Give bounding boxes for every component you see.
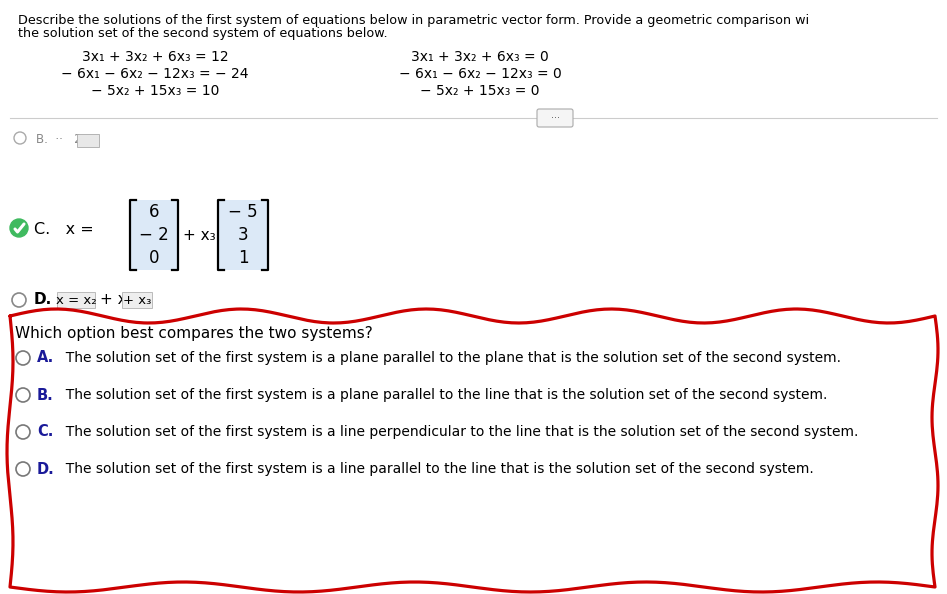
Text: x = x₂: x = x₂: [56, 293, 97, 307]
Text: − 5: − 5: [228, 203, 258, 220]
Text: The solution set of the first system is a line perpendicular to the line that is: The solution set of the first system is …: [57, 425, 858, 439]
Text: Describe the solutions of the first system of equations below in parametric vect: Describe the solutions of the first syst…: [18, 14, 809, 27]
Text: ···: ···: [550, 113, 560, 123]
Text: + x₃: + x₃: [100, 292, 133, 308]
Text: + x₃: + x₃: [183, 228, 216, 242]
Text: B.  ··   2: B. ·· 2: [36, 133, 81, 146]
Text: B.: B.: [37, 387, 54, 403]
Text: − 5x₂ + 15x₃ = 10: − 5x₂ + 15x₃ = 10: [91, 84, 219, 98]
Circle shape: [14, 132, 26, 144]
Text: + x₃: + x₃: [123, 293, 152, 307]
Text: − 6x₁ − 6x₂ − 12x₃ = 0: − 6x₁ − 6x₂ − 12x₃ = 0: [399, 67, 562, 81]
Text: 3: 3: [238, 226, 248, 244]
Text: − 2: − 2: [139, 226, 169, 244]
FancyBboxPatch shape: [122, 292, 152, 308]
Circle shape: [16, 425, 30, 439]
Text: 3x₁ + 3x₂ + 6x₃ = 0: 3x₁ + 3x₂ + 6x₃ = 0: [411, 50, 549, 64]
Text: C.   x =: C. x =: [34, 222, 94, 237]
Circle shape: [10, 219, 28, 237]
Bar: [218, 200, 268, 270]
Text: 6: 6: [149, 203, 159, 220]
FancyBboxPatch shape: [537, 109, 573, 127]
Text: The solution set of the first system is a plane parallel to the plane that is th: The solution set of the first system is …: [57, 351, 841, 365]
Text: Which option best compares the two systems?: Which option best compares the two syste…: [15, 326, 373, 341]
Text: 1: 1: [238, 249, 248, 267]
Text: C.: C.: [37, 425, 53, 440]
Text: 3x₁ + 3x₂ + 6x₃ = 12: 3x₁ + 3x₂ + 6x₃ = 12: [81, 50, 228, 64]
FancyBboxPatch shape: [57, 292, 95, 308]
Circle shape: [16, 388, 30, 402]
FancyBboxPatch shape: [77, 134, 99, 147]
Text: the solution set of the second system of equations below.: the solution set of the second system of…: [18, 27, 387, 40]
Text: − 5x₂ + 15x₃ = 0: − 5x₂ + 15x₃ = 0: [420, 84, 540, 98]
Circle shape: [16, 462, 30, 476]
Text: A.: A.: [37, 350, 54, 365]
Text: − 6x₁ − 6x₂ − 12x₃ = − 24: − 6x₁ − 6x₂ − 12x₃ = − 24: [62, 67, 249, 81]
Text: D.: D.: [37, 462, 55, 476]
Text: The solution set of the first system is a plane parallel to the line that is the: The solution set of the first system is …: [57, 388, 828, 402]
Text: D.: D.: [34, 292, 52, 308]
Text: 0: 0: [149, 249, 159, 267]
Circle shape: [12, 293, 26, 307]
Bar: [130, 200, 178, 270]
Text: The solution set of the first system is a line parallel to the line that is the : The solution set of the first system is …: [57, 462, 813, 476]
Circle shape: [16, 351, 30, 365]
